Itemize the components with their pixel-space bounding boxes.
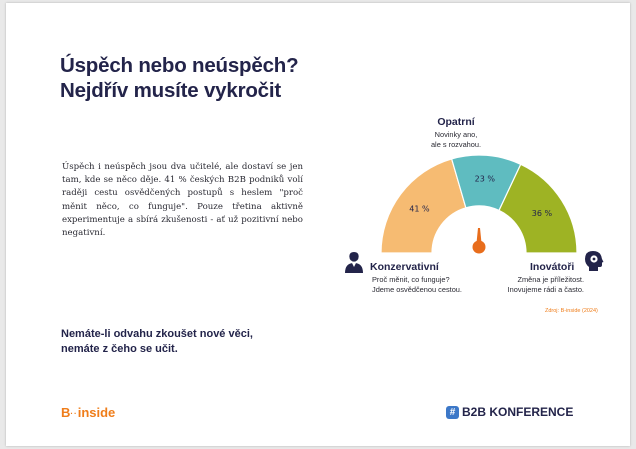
label-cautious: Opatrní Novinky ano, ale s rozvahou. (406, 116, 506, 150)
callout-line-2: nemáte z čeho se učit. (61, 342, 178, 355)
gauge-label-1: 41 % (409, 204, 430, 213)
cautious-desc-1: Novinky ano, (434, 130, 478, 139)
conservative-desc-1: Proč měnit, co funguje? (372, 275, 450, 284)
title-line-1: Úspěch nebo neúspěch? (60, 54, 299, 77)
gear-head-icon (585, 251, 604, 271)
conservative-title: Konzervativní (370, 261, 439, 273)
gauge-slice-3 (498, 163, 578, 254)
label-innovators: Inovátoři Změna je příležitost. Inovujem… (490, 261, 584, 295)
cautious-desc-2: ale s rozvahou. (430, 140, 482, 149)
callout-line-1: Nemáte-li odvahu zkoušet nové věci, (61, 328, 253, 340)
binside-logo: B··inside (61, 405, 115, 420)
binside-logo-b: B (61, 405, 71, 420)
gauge-slice-1 (380, 158, 467, 254)
conservative-desc-2: Jdeme osvědčenou cestou. (372, 285, 462, 294)
innovators-desc-1: Změna je příležitost. (517, 275, 584, 284)
source-note: Zdroj: B-inside (2024) (545, 308, 598, 314)
b2b-logo-text: B2B KONFERENCE (462, 405, 574, 419)
innovators-desc-2: Inovujeme rádi a často. (507, 285, 584, 294)
gauge-chart: 41 % 23 % 36 % (380, 154, 578, 254)
gauge-label-2: 23 % (475, 175, 496, 184)
label-conservative: Konzervativní Proč měnit, co funguje? Jd… (370, 261, 462, 295)
cautious-title: Opatrní (437, 116, 475, 128)
innovators-title: Inovátoři (530, 261, 575, 273)
binside-logo-dots: ·· (70, 409, 78, 419)
b2b-konference-logo: # B2B KONFERENCE (446, 405, 573, 419)
page-title: Úspěch nebo neúspěch? Nejdřív musíte vyk… (60, 53, 299, 103)
gauge-needle-hub (472, 240, 486, 254)
title-line-2: Nejdřív musíte vykročit (60, 79, 281, 102)
hash-icon: # (446, 405, 459, 419)
callout: Nemáte-li odvahu zkoušet nové věci, nemá… (61, 327, 253, 356)
binside-logo-word: inside (77, 405, 116, 420)
body-paragraph: Úspěch i neúspěch jsou dva učitelé, ale … (62, 162, 303, 239)
slide: Úspěch nebo neúspěch? Nejdřív musíte vyk… (6, 3, 630, 446)
gauge-label-3: 36 % (532, 209, 553, 218)
person-icon (345, 252, 363, 273)
